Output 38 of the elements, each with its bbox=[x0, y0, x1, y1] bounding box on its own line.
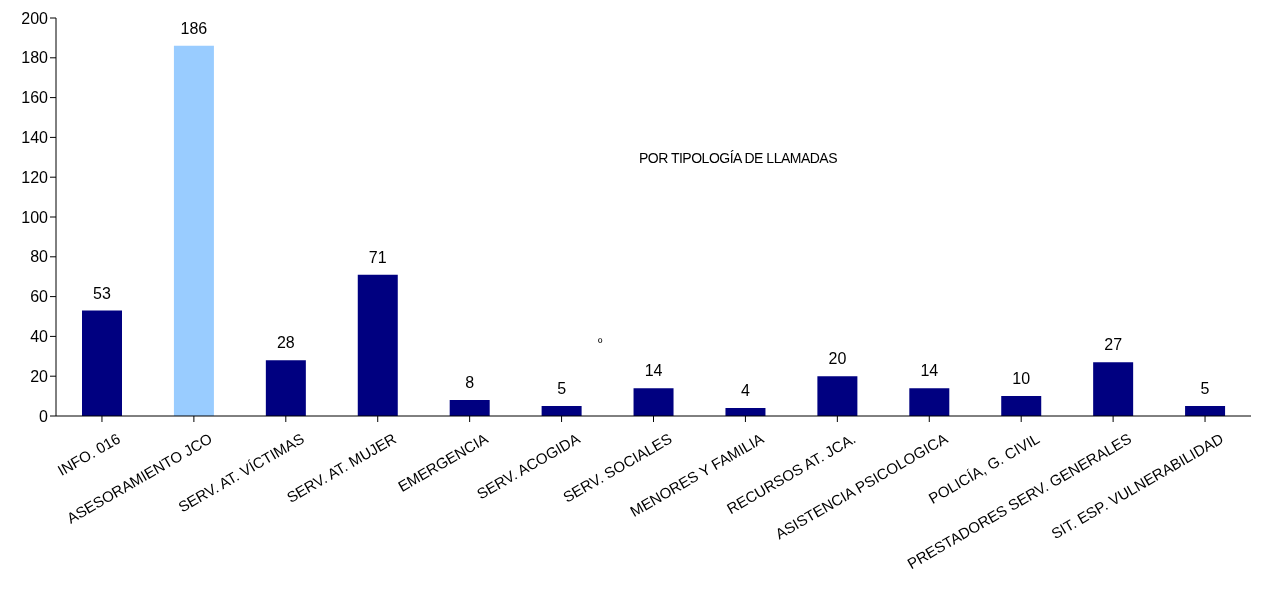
bar bbox=[265, 360, 306, 416]
data-label: 5 bbox=[1200, 380, 1210, 398]
y-tick-label: 0 bbox=[39, 407, 49, 425]
y-tick-label: 60 bbox=[30, 288, 49, 306]
bar bbox=[541, 406, 582, 416]
data-label: 8 bbox=[465, 374, 475, 392]
bar bbox=[633, 388, 674, 416]
text: POR TIPOLOGÍA DE LLAMADAS bbox=[637, 150, 839, 166]
annotation: º bbox=[598, 336, 603, 350]
bar bbox=[1185, 406, 1226, 416]
y-tick-label: 120 bbox=[21, 168, 49, 186]
bar bbox=[449, 400, 490, 416]
bar bbox=[1093, 362, 1134, 416]
data-label: 53 bbox=[93, 284, 111, 302]
data-label: 4 bbox=[741, 382, 751, 400]
y-tick-label: 200 bbox=[21, 9, 49, 27]
y-tick-label: 100 bbox=[21, 208, 49, 226]
bar bbox=[173, 45, 214, 416]
data-label: 71 bbox=[368, 248, 387, 266]
y-tick-label: 80 bbox=[30, 248, 49, 266]
data-label: 28 bbox=[276, 334, 295, 352]
bar bbox=[817, 376, 858, 416]
y-tick-label: 140 bbox=[21, 129, 49, 147]
bar bbox=[82, 310, 122, 416]
data-label: 186 bbox=[180, 19, 208, 37]
bar bbox=[1001, 396, 1042, 416]
bar bbox=[357, 274, 398, 416]
y-tick-label: 160 bbox=[21, 89, 49, 107]
bar bbox=[909, 388, 950, 416]
data-label: 20 bbox=[828, 350, 847, 368]
y-tick-label: 180 bbox=[21, 49, 49, 67]
data-label: 14 bbox=[920, 362, 939, 380]
data-label: 5 bbox=[557, 380, 567, 398]
data-label: 27 bbox=[1104, 336, 1123, 354]
data-label: 10 bbox=[1012, 370, 1031, 388]
data-label: 14 bbox=[644, 362, 663, 380]
y-tick-label: 40 bbox=[30, 328, 49, 346]
y-tick-label: 20 bbox=[30, 367, 49, 385]
